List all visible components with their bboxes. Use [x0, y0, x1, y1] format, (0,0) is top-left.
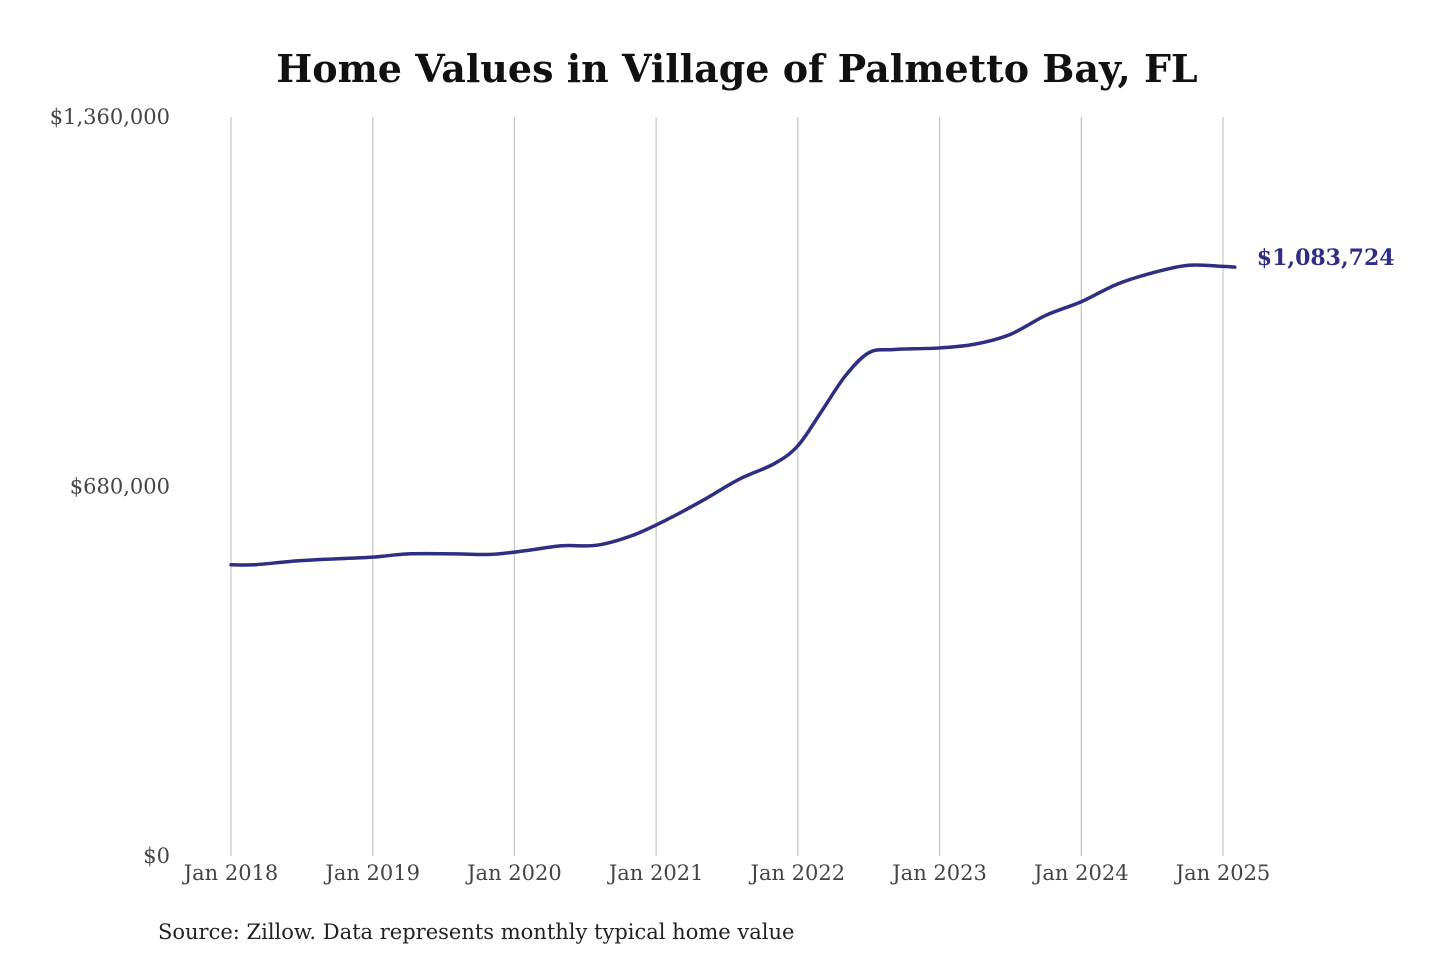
data-point	[1044, 314, 1047, 317]
series-line	[229, 263, 1237, 567]
data-point	[489, 553, 492, 556]
data-point	[820, 410, 823, 413]
x-tick-label: Jan 2020	[465, 861, 562, 885]
data-point	[666, 518, 669, 521]
end-value-label: $1,083,724	[1257, 245, 1395, 271]
data-point	[324, 558, 327, 561]
grid-lines	[230, 117, 1224, 856]
data-point	[1009, 333, 1012, 336]
data-point	[407, 552, 410, 555]
x-tick-label: Jan 2023	[890, 861, 987, 885]
data-point	[230, 563, 233, 566]
data-point	[867, 351, 870, 354]
x-axis-ticks: Jan 2018 Jan 2019 Jan 2020 Jan 2021 Jan 2022…	[182, 861, 1271, 885]
data-point	[844, 375, 847, 378]
x-tick-label: Jan 2018	[182, 861, 279, 885]
chart-title: Home Values in Village of Palmetto Bay, …	[276, 46, 1197, 91]
data-point	[1233, 266, 1236, 269]
data-point	[891, 348, 894, 351]
data-point	[1151, 271, 1154, 274]
data-point	[737, 478, 740, 481]
data-point	[773, 462, 776, 465]
data-point	[371, 556, 374, 559]
data-point	[796, 444, 799, 447]
data-point	[938, 346, 941, 349]
source-note: Source: Zillow. Data represents monthly …	[158, 920, 794, 944]
series-layer: $1,083,724	[229, 245, 1395, 567]
y-tick-label: $0	[143, 844, 170, 868]
data-point	[1080, 300, 1083, 303]
x-tick-label: Jan 2024	[1032, 861, 1129, 885]
data-point	[560, 544, 563, 547]
data-point	[631, 534, 634, 537]
y-axis-ticks: $0 $680,000 $1,360,000	[50, 105, 170, 868]
data-point	[1186, 264, 1189, 267]
x-tick-label: Jan 2025	[1174, 861, 1271, 885]
data-point	[253, 563, 256, 566]
x-tick-label: Jan 2021	[607, 861, 704, 885]
data-point	[289, 560, 292, 563]
x-tick-label: Jan 2022	[749, 861, 846, 885]
data-point	[525, 549, 528, 552]
data-point	[454, 552, 457, 555]
y-tick-label: $1,360,000	[50, 105, 170, 129]
data-point	[596, 544, 599, 547]
data-point	[702, 499, 705, 502]
x-tick-label: Jan 2019	[323, 861, 420, 885]
y-tick-label: $680,000	[70, 475, 170, 499]
data-point	[1115, 283, 1118, 286]
data-point	[1222, 265, 1225, 268]
data-point	[974, 343, 977, 346]
